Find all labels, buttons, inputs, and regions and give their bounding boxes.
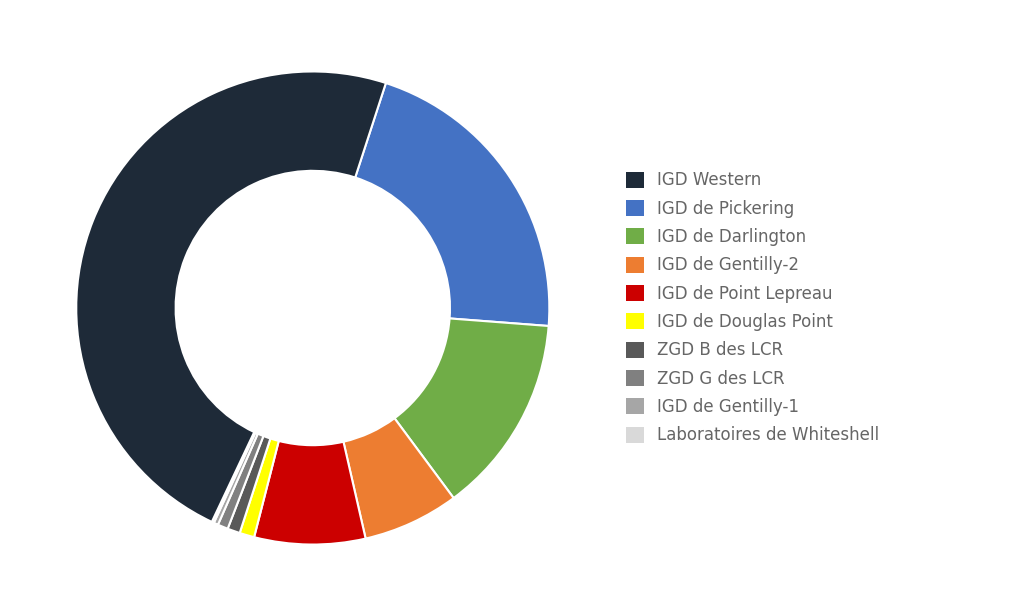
Wedge shape (240, 439, 278, 537)
Wedge shape (218, 434, 263, 529)
Wedge shape (228, 436, 270, 533)
Wedge shape (214, 432, 257, 525)
Wedge shape (355, 83, 549, 326)
Wedge shape (395, 318, 549, 498)
Wedge shape (343, 418, 454, 538)
Legend: IGD Western, IGD de Pickering, IGD de Darlington, IGD de Gentilly-2, IGD de Poin: IGD Western, IGD de Pickering, IGD de Da… (626, 171, 880, 445)
Wedge shape (254, 441, 365, 545)
Wedge shape (77, 71, 385, 522)
Wedge shape (212, 432, 255, 523)
